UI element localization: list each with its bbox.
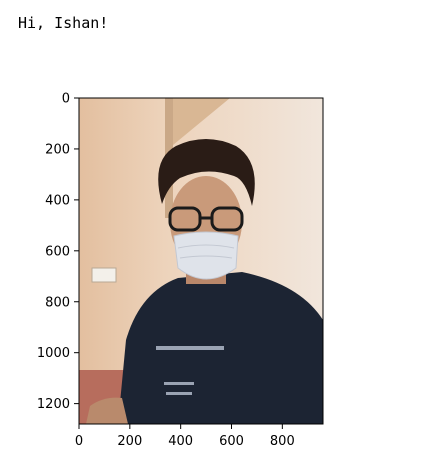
door-shadow (173, 98, 230, 145)
x-tick-label: 800 (270, 434, 295, 449)
x-tick-label: 400 (168, 434, 193, 449)
y-tick-label: 1200 (37, 397, 70, 412)
x-tick-label: 200 (117, 434, 142, 449)
axes-frame (78, 97, 324, 425)
face-mask (173, 231, 239, 280)
y-tick-label: 400 (45, 193, 70, 208)
arm (86, 397, 128, 424)
y-tick-label: 1000 (37, 346, 70, 361)
hair (158, 139, 255, 206)
y-tick-label: 600 (45, 244, 70, 259)
glasses (168, 206, 244, 232)
x-tick-label: 600 (219, 434, 244, 449)
x-tick-label: 0 (75, 434, 83, 449)
wall-switch (91, 267, 117, 283)
cell-output-text: Hi, Ishan! (18, 14, 109, 32)
y-tick-label: 0 (62, 92, 70, 107)
y-tick-label: 800 (45, 295, 70, 310)
image-display (78, 97, 324, 425)
y-axis: 0 200 400 600 800 1000 1200 (37, 92, 79, 412)
shirt-print (156, 346, 224, 350)
y-tick-label: 200 (45, 142, 70, 157)
x-axis: 0 200 400 600 800 (75, 424, 295, 449)
